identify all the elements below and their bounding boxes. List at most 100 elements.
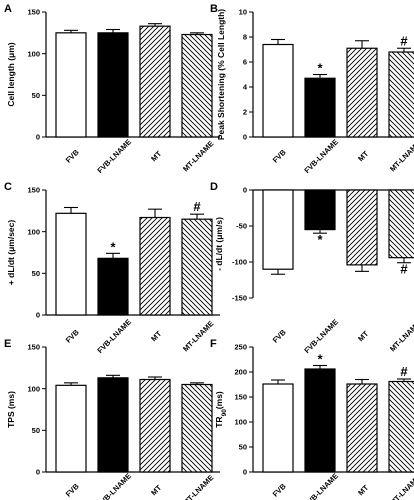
y-tick-label: 250 bbox=[234, 343, 247, 352]
panel-letter: E bbox=[4, 338, 11, 350]
bar-mt-lname bbox=[388, 51, 414, 138]
bar-fvb-lname bbox=[97, 32, 129, 138]
x-tick-label: FVB-LNAME bbox=[302, 137, 340, 175]
bar-fvb-lname bbox=[304, 77, 336, 138]
y-tick-label: 100 bbox=[234, 418, 247, 427]
panel-c: C 0 50 100 150 + dL/dt (μm/sec) FVB * FVB-LNAME M… bbox=[4, 181, 220, 355]
x-tick-label: MT bbox=[356, 483, 370, 497]
x-tick-label: MT bbox=[356, 149, 370, 163]
bar-mt-lname bbox=[181, 218, 213, 316]
bar-fvb bbox=[55, 212, 87, 316]
y-tick-label: 0 bbox=[36, 133, 40, 142]
bar-fvb bbox=[262, 189, 294, 270]
x-tick-label: FVB bbox=[64, 327, 81, 344]
panel-a: A 0 50 100 150 Cell length (μm) FVB FVB-LNAME MT… bbox=[4, 3, 220, 175]
x-tick-label: FVB-LNAME bbox=[302, 317, 340, 355]
y-axis-label: TR90(ms) bbox=[214, 391, 228, 428]
panel-letter: D bbox=[210, 181, 218, 193]
x-tick-label: FVB-LNAME bbox=[95, 137, 133, 175]
bar-mt bbox=[139, 25, 171, 138]
y-tick-label: 8 bbox=[243, 33, 247, 42]
y-tick-label: 6 bbox=[243, 58, 247, 67]
bar-mt bbox=[346, 383, 378, 473]
y-tick-label: 50 bbox=[32, 426, 40, 435]
significance-hash: # bbox=[193, 199, 201, 214]
bar-fvb bbox=[262, 383, 294, 473]
x-tick-label: MT bbox=[149, 329, 163, 343]
y-tick-label: 100 bbox=[27, 384, 40, 393]
significance-hash: # bbox=[400, 262, 408, 277]
x-tick-label: FVB-LNAME bbox=[302, 471, 340, 500]
y-axis-label: TPS (ms) bbox=[6, 391, 16, 428]
bar-mt-lname bbox=[388, 380, 414, 473]
panel-d: D 0 -50 -100 -150 - dL/dt (μm/s) FVB * FVB-LNAME… bbox=[210, 181, 414, 355]
y-tick-label: 4 bbox=[243, 83, 248, 92]
bar-fvb-lname bbox=[97, 377, 129, 473]
y-axis-label: + dL/dt (μm/sec) bbox=[6, 220, 16, 286]
y-tick-label: -150 bbox=[232, 294, 247, 303]
panel-b: B 0 2 4 6 8 10 Peak Shortening (% Cell Length) F… bbox=[210, 3, 414, 175]
panel-e: E 0 50 100 150 TPS (ms) FVB FVB-LNAME MT MT-LNAME bbox=[4, 338, 220, 500]
y-tick-label: 150 bbox=[27, 8, 40, 17]
bar-fvb bbox=[262, 43, 294, 138]
x-tick-label: FVB bbox=[64, 147, 81, 164]
significance-asterisk: * bbox=[317, 352, 323, 367]
bar-mt-lname bbox=[181, 383, 213, 473]
x-tick-label: FVB bbox=[271, 327, 288, 344]
bar-fvb bbox=[55, 32, 87, 138]
bar-fvb bbox=[55, 384, 87, 473]
x-tick-label: MT-LNAME bbox=[388, 139, 414, 173]
significance-asterisk: * bbox=[110, 239, 116, 254]
y-tick-label: -100 bbox=[232, 258, 247, 267]
y-tick-label: 0 bbox=[243, 468, 247, 477]
y-tick-label: 150 bbox=[27, 186, 40, 195]
x-tick-label: FVB bbox=[64, 481, 81, 498]
y-tick-label: 100 bbox=[27, 227, 40, 236]
bar-mt-lname bbox=[388, 189, 414, 259]
x-tick-label: FVB bbox=[271, 147, 288, 164]
x-tick-label: MT-LNAME bbox=[181, 139, 215, 173]
x-tick-label: MT bbox=[356, 329, 370, 343]
y-axis-label-unit: (ms) bbox=[214, 391, 224, 409]
y-tick-label: -50 bbox=[236, 222, 247, 231]
x-tick-label: MT bbox=[149, 149, 163, 163]
y-tick-label: 0 bbox=[243, 186, 247, 195]
bar-mt bbox=[346, 189, 378, 266]
y-axis-label: Cell length (μm) bbox=[6, 42, 16, 106]
bar-fvb-lname bbox=[97, 257, 129, 316]
panel-f: F 0 50 100 150 200 250 TR90(ms) FVB * FVB-LNAME MT #… bbox=[210, 338, 414, 500]
significance-asterisk: * bbox=[317, 232, 323, 247]
y-tick-label: 0 bbox=[36, 311, 40, 320]
significance-hash: # bbox=[400, 364, 408, 379]
bar-mt bbox=[346, 47, 378, 138]
y-tick-label: 100 bbox=[27, 49, 40, 58]
significance-asterisk: * bbox=[317, 61, 323, 76]
y-axis-label-subscript: 90 bbox=[221, 409, 228, 417]
x-tick-label: MT-LNAME bbox=[388, 473, 414, 500]
significance-hash: # bbox=[400, 33, 408, 48]
bar-fvb-lname bbox=[304, 368, 336, 473]
y-tick-label: 150 bbox=[234, 393, 247, 402]
x-tick-label: MT bbox=[149, 483, 163, 497]
y-axis-label: Peak Shortening (% Cell Length) bbox=[216, 9, 226, 140]
x-tick-label: MT-LNAME bbox=[181, 473, 215, 500]
y-tick-label: 200 bbox=[234, 368, 247, 377]
x-tick-label: MT-LNAME bbox=[388, 319, 414, 353]
y-tick-label: 2 bbox=[243, 108, 247, 117]
y-tick-label: 150 bbox=[27, 343, 40, 352]
bar-fvb-lname bbox=[304, 189, 336, 231]
x-tick-label: FVB bbox=[271, 481, 288, 498]
bar-mt bbox=[139, 378, 171, 473]
bar-mt bbox=[139, 216, 171, 316]
y-tick-label: 50 bbox=[32, 91, 40, 100]
y-axis-label: - dL/dt (μm/s) bbox=[214, 217, 224, 271]
y-tick-label: 50 bbox=[32, 269, 40, 278]
panel-letter: F bbox=[210, 338, 217, 350]
y-tick-label: 0 bbox=[36, 468, 40, 477]
panel-letter: A bbox=[4, 3, 12, 15]
panel-letter: B bbox=[210, 3, 218, 15]
y-tick-label: 50 bbox=[239, 443, 247, 452]
panel-letter: C bbox=[4, 181, 12, 193]
x-tick-label: FVB-LNAME bbox=[95, 317, 133, 355]
